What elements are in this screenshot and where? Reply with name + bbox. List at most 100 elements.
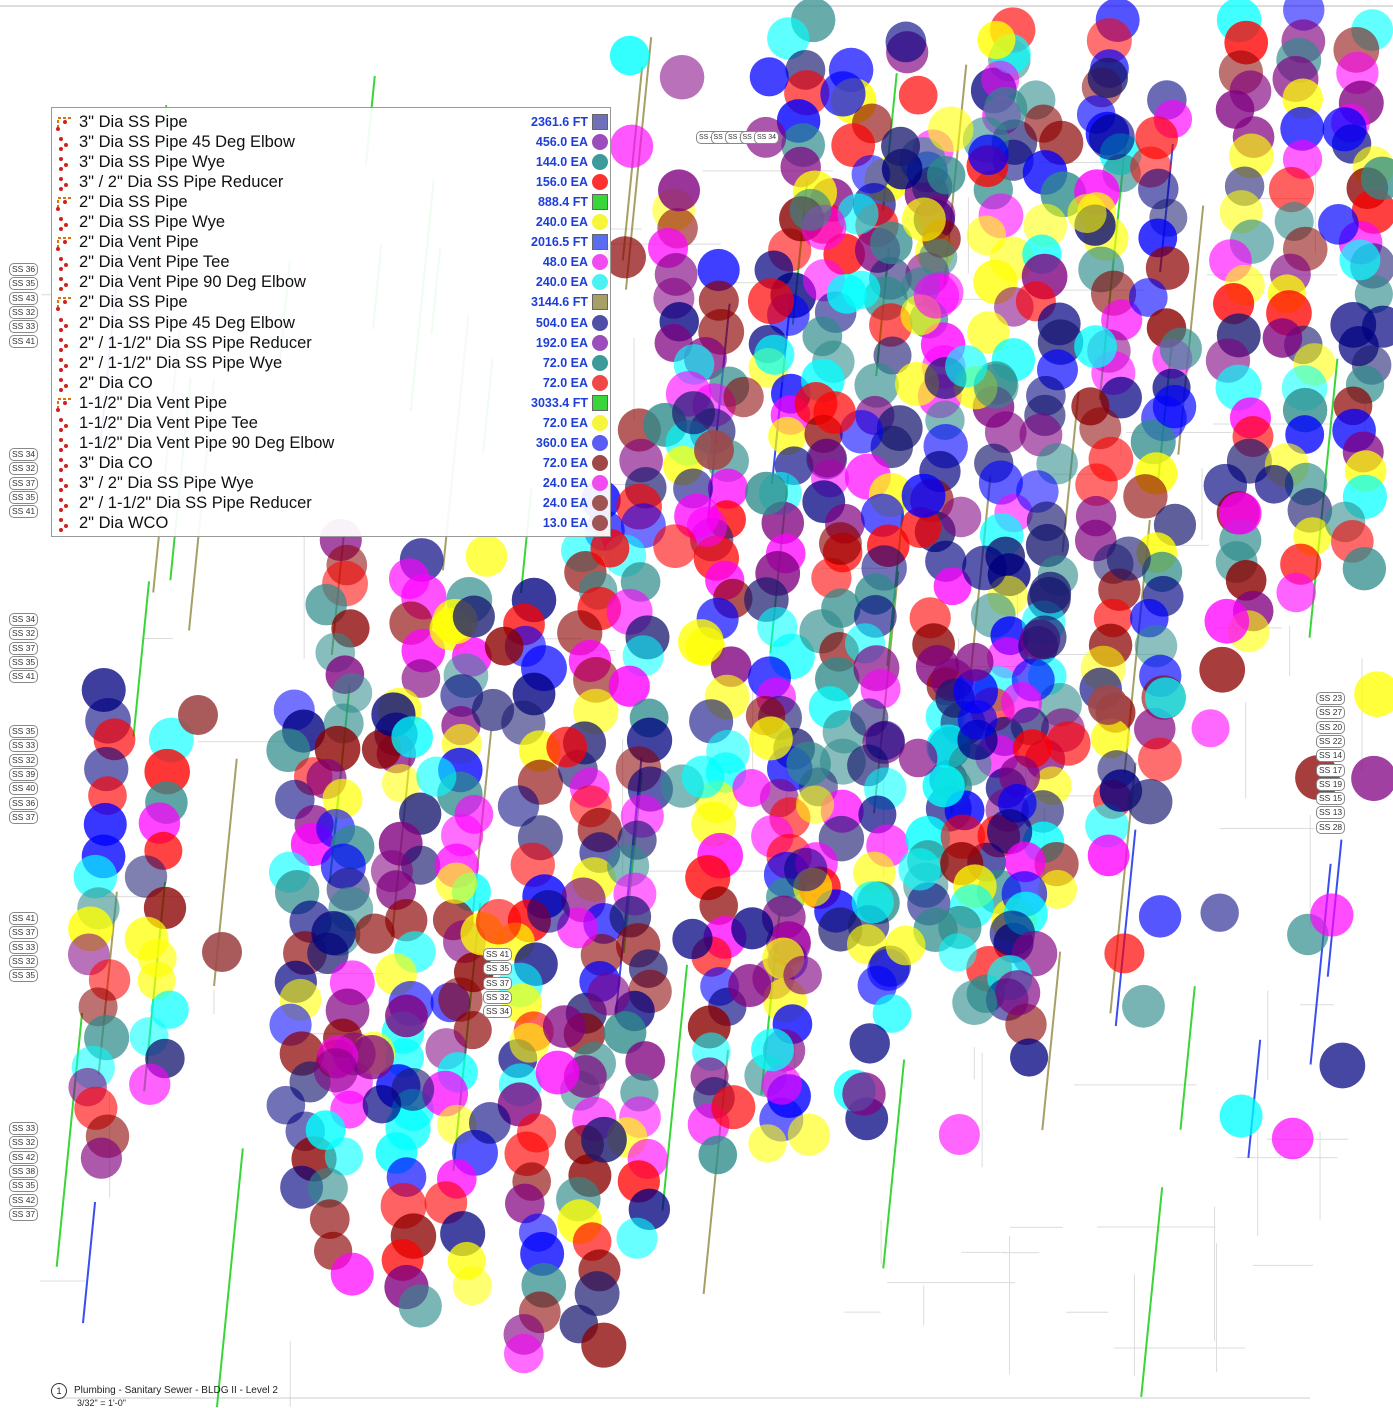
legend-item[interactable]: 2" Dia SS Pipe 45 Deg Elbow 504.0 EA	[52, 313, 612, 333]
fitting-marker	[546, 726, 588, 768]
legend-item-quantity: 360.0 EA	[535, 435, 588, 450]
fitting-marker	[332, 672, 373, 713]
legend-item[interactable]: 2" Dia SS Pipe 888.4 FT	[52, 192, 612, 212]
legend-item-quantity: 456.0 EA	[535, 135, 588, 150]
fitting-marker	[137, 961, 176, 1000]
fitting-marker	[898, 848, 941, 891]
legend-color-swatch	[592, 154, 608, 171]
fitting-marker	[587, 972, 631, 1016]
legend-item[interactable]: 3" Dia CO 72.0 EA	[52, 453, 612, 473]
legend-item[interactable]: 3" Dia SS Pipe Wye 144.0 EA	[52, 152, 612, 172]
fitting-marker	[1009, 1038, 1049, 1077]
pipe-tag: SS 34	[9, 613, 39, 626]
pipe-tag: SS 32	[9, 627, 39, 641]
legend-item[interactable]: 2" Dia SS Pipe Wye 240.0 EA	[52, 212, 612, 232]
pipe-segment	[55, 1012, 84, 1267]
legend-item-quantity: 3033.4 FT	[531, 395, 588, 410]
fitting-marker	[1351, 755, 1393, 801]
fitting-marker	[837, 193, 879, 235]
fitting-marker	[1354, 275, 1393, 314]
fitting-marker	[1104, 933, 1145, 974]
fitting-marker	[1088, 685, 1128, 725]
legend-item-label: 3" Dia CO	[79, 453, 153, 472]
pipe-tag: SS 23	[1316, 692, 1346, 705]
pipe-tag: SS 35	[483, 962, 513, 976]
fitting-marker	[1285, 415, 1325, 455]
legend-item[interactable]: 2" / 1-1/2" Dia SS Pipe Wye 72.0 EA	[52, 353, 612, 373]
legend-item[interactable]: 3" / 2" Dia SS Pipe Reducer 156.0 EA	[52, 172, 612, 192]
fitting-marker	[1086, 18, 1132, 64]
legend-item[interactable]: 3" Dia SS Pipe 45 Deg Elbow 456.0 EA	[52, 132, 612, 152]
pipe-tag: SS 33	[9, 739, 39, 753]
legend-item[interactable]: 2" Dia CO 72.0 EA	[52, 373, 612, 393]
pipe-tag: SS 32	[9, 462, 39, 476]
fitting-icon	[56, 436, 76, 452]
fitting-marker	[1282, 78, 1323, 119]
fitting-marker	[678, 619, 724, 665]
legend-item-label: 2" Dia Vent Pipe	[79, 233, 199, 252]
pipe-tag: SS 35	[9, 655, 39, 669]
legend-item[interactable]: 1-1/2" Dia Vent Pipe 90 Deg Elbow 360.0 E…	[52, 433, 612, 453]
pipe-tag: SS 40	[9, 782, 39, 796]
legend-item-quantity: 156.0 EA	[535, 175, 588, 190]
pipe-tag: SS 35	[9, 490, 39, 504]
fitting-marker	[659, 54, 705, 100]
legend-item-quantity: 240.0 EA	[535, 215, 588, 230]
legend-item[interactable]: 1-1/2" Dia Vent Pipe Tee 72.0 EA	[52, 413, 612, 433]
legend-item-label: 2" Dia CO	[79, 373, 153, 392]
fitting-marker	[658, 169, 701, 212]
pipe-tag: SS 14	[1316, 749, 1346, 763]
fitting-marker	[385, 899, 428, 942]
legend-item[interactable]: 2" Dia Vent Pipe 2016.5 FT	[52, 232, 612, 252]
legend-item-quantity: 2361.6 FT	[531, 115, 588, 129]
legend-color-swatch	[592, 494, 608, 511]
fitting-marker	[1075, 463, 1118, 506]
fitting-marker	[849, 1023, 890, 1064]
fitting-marker	[1360, 156, 1393, 200]
fitting-marker	[1339, 239, 1381, 281]
fitting-marker	[435, 862, 478, 904]
fitting-marker	[1005, 841, 1046, 883]
legend-color-swatch	[592, 314, 608, 331]
legend-item[interactable]: 2" / 1-1/2" Dia SS Pipe Reducer 192.0 EA	[52, 333, 612, 353]
fitting-marker	[754, 334, 795, 375]
pipe-tag: SS 37	[9, 810, 39, 824]
fitting-marker	[672, 918, 713, 960]
pipe-tag: SS 41	[9, 670, 39, 684]
fitting-marker	[761, 1064, 802, 1105]
fitting-marker	[401, 659, 441, 698]
legend-item[interactable]: 2" Dia SS Pipe 3144.6 FT	[52, 292, 612, 312]
legend-item[interactable]: 2" / 1-1/2" Dia SS Pipe Reducer 24.0 EA	[52, 493, 612, 513]
legend-item-label: 2" / 1-1/2" Dia SS Pipe Reducer	[79, 333, 312, 352]
legend-item[interactable]: 3" / 2" Dia SS Pipe Wye 24.0 EA	[52, 473, 612, 493]
view-number: 1	[51, 1383, 67, 1399]
fitting-marker	[1138, 895, 1182, 938]
legend-item[interactable]: 3" Dia SS Pipe 2361.6 FT	[52, 112, 612, 132]
fitting-marker	[309, 1199, 350, 1240]
legend-item[interactable]: 2" Dia Vent Pipe 90 Deg Elbow 240.0 EA	[52, 272, 612, 292]
fitting-marker	[953, 669, 999, 714]
fitting-marker	[1212, 282, 1255, 325]
legend-item[interactable]: 1-1/2" Dia Vent Pipe 3033.4 FT	[52, 393, 612, 413]
pipe-tag: SS 38	[9, 1164, 39, 1178]
pipe-tag: SS 36	[9, 263, 39, 276]
legend-item[interactable]: 2" Dia Vent Pipe Tee 48.0 EA	[52, 252, 612, 272]
pipe-tag: SS 42	[9, 1193, 39, 1207]
legend-color-swatch	[592, 134, 608, 151]
fitting-marker	[313, 1048, 358, 1093]
fitting-marker	[898, 738, 938, 778]
legend-item-label: 2" / 1-1/2" Dia SS Pipe Reducer	[79, 493, 312, 512]
fitting-marker	[503, 1333, 544, 1374]
fitting-marker	[957, 700, 998, 740]
fitting-marker	[1280, 106, 1325, 151]
fitting-marker	[1145, 246, 1190, 290]
fitting-icon	[56, 316, 76, 332]
fitting-marker	[900, 506, 942, 549]
pipe-tag: SS 37	[483, 976, 513, 990]
fitting-marker	[452, 1266, 492, 1306]
legend-item[interactable]: 2" Dia WCO 13.0 EA	[52, 513, 612, 533]
legend-item-label: 2" Dia Vent Pipe Tee	[79, 253, 230, 272]
fitting-marker	[768, 416, 807, 456]
fitting-marker	[73, 854, 118, 899]
fitting-marker	[744, 471, 788, 515]
